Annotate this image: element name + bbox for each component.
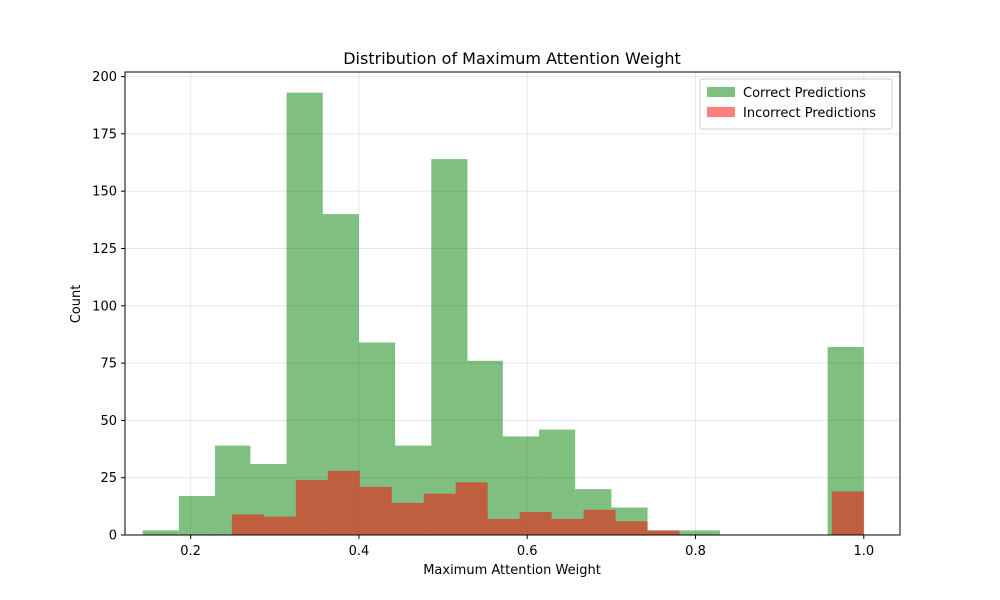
- x-tick-label-2: 0.6: [517, 544, 538, 559]
- legend-swatch-0: [707, 87, 735, 97]
- y-tick-label-3: 75: [100, 357, 117, 372]
- y-tick-label-8: 200: [92, 70, 117, 85]
- bar-series0-bin0: [142, 530, 179, 535]
- plot-frame: [124, 71, 901, 536]
- bar-series1-bin5: [391, 502, 424, 535]
- bar-series1-bin4: [359, 486, 392, 535]
- bar-series1-bin12: [615, 521, 648, 535]
- x-tick-label-0: 0.2: [180, 544, 201, 559]
- bar-series0-bin8: [431, 159, 468, 536]
- y-tick-label-6: 150: [92, 185, 117, 200]
- bar-series1-bin6: [423, 493, 456, 535]
- x-tick-label-1: 0.4: [349, 544, 370, 559]
- bar-series1-bin3: [327, 470, 360, 535]
- y-tick-label-4: 100: [92, 299, 117, 314]
- bar-series1-bin9: [519, 512, 552, 535]
- x-tick-label-3: 0.8: [685, 544, 706, 559]
- y-axis-title: Count: [69, 285, 84, 324]
- y-tick-label-0: 0: [109, 529, 117, 544]
- bar-series0-bin15: [683, 530, 720, 535]
- bar-series1-bin7: [455, 482, 488, 535]
- bar-series0-bin1: [178, 496, 216, 535]
- bar-series1-bin10: [551, 518, 584, 535]
- bar-series1-bin1: [263, 516, 296, 535]
- axis-ticks: 0.2 0.4 0.6 0.8 1.0 0 25 50 75 100 125 150 175 200: [92, 70, 874, 559]
- legend: Correct Predictions Incorrect Predictions: [699, 78, 893, 130]
- bar-series0-bin4: [286, 92, 323, 535]
- legend-label-1: Incorrect Predictions: [743, 106, 876, 121]
- bar-series1-bin2: [295, 479, 328, 535]
- y-tick-label-7: 175: [92, 127, 117, 142]
- bar-series1-bin13: [647, 530, 680, 535]
- y-tick-label-5: 125: [92, 242, 117, 257]
- legend-box: [699, 78, 893, 130]
- histogram-bars: [142, 92, 864, 536]
- bar-series1-bin8: [487, 518, 520, 535]
- y-tick-label-2: 50: [100, 414, 117, 429]
- bar-series1-bin0: [231, 514, 264, 535]
- bar-series1-bin19: [831, 491, 864, 535]
- y-tick-label-1: 25: [100, 471, 117, 486]
- bar-series1-bin11: [583, 509, 616, 535]
- legend-label-0: Correct Predictions: [743, 86, 866, 101]
- chart-title: Distribution of Maximum Attention Weight: [343, 49, 681, 68]
- legend-swatch-1: [707, 107, 735, 117]
- x-axis-title: Maximum Attention Weight: [423, 563, 601, 578]
- x-tick-label-4: 1.0: [853, 544, 874, 559]
